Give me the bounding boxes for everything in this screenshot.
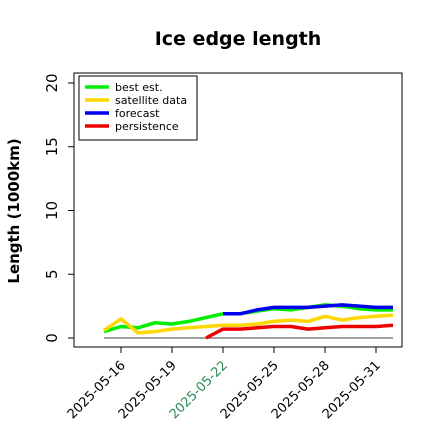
series-line <box>223 303 393 316</box>
legend-label: best est. <box>115 81 163 94</box>
y-tick-label: 0 <box>43 333 61 343</box>
legend-label: forecast <box>115 107 160 120</box>
chart-title: Ice edge length <box>155 28 322 50</box>
y-tick-label: 15 <box>43 137 61 156</box>
y-tick-label: 5 <box>43 269 61 279</box>
y-axis-label: Length (1000km) <box>5 138 23 283</box>
legend: best est.satellite dataforecastpersisten… <box>78 75 198 141</box>
legend-label: satellite data <box>115 94 187 107</box>
series-line <box>205 323 394 340</box>
y-tick-label: 10 <box>43 201 61 220</box>
series-line <box>103 313 394 335</box>
y-tick-label: 20 <box>43 73 61 92</box>
legend-label: persistence <box>115 120 179 133</box>
